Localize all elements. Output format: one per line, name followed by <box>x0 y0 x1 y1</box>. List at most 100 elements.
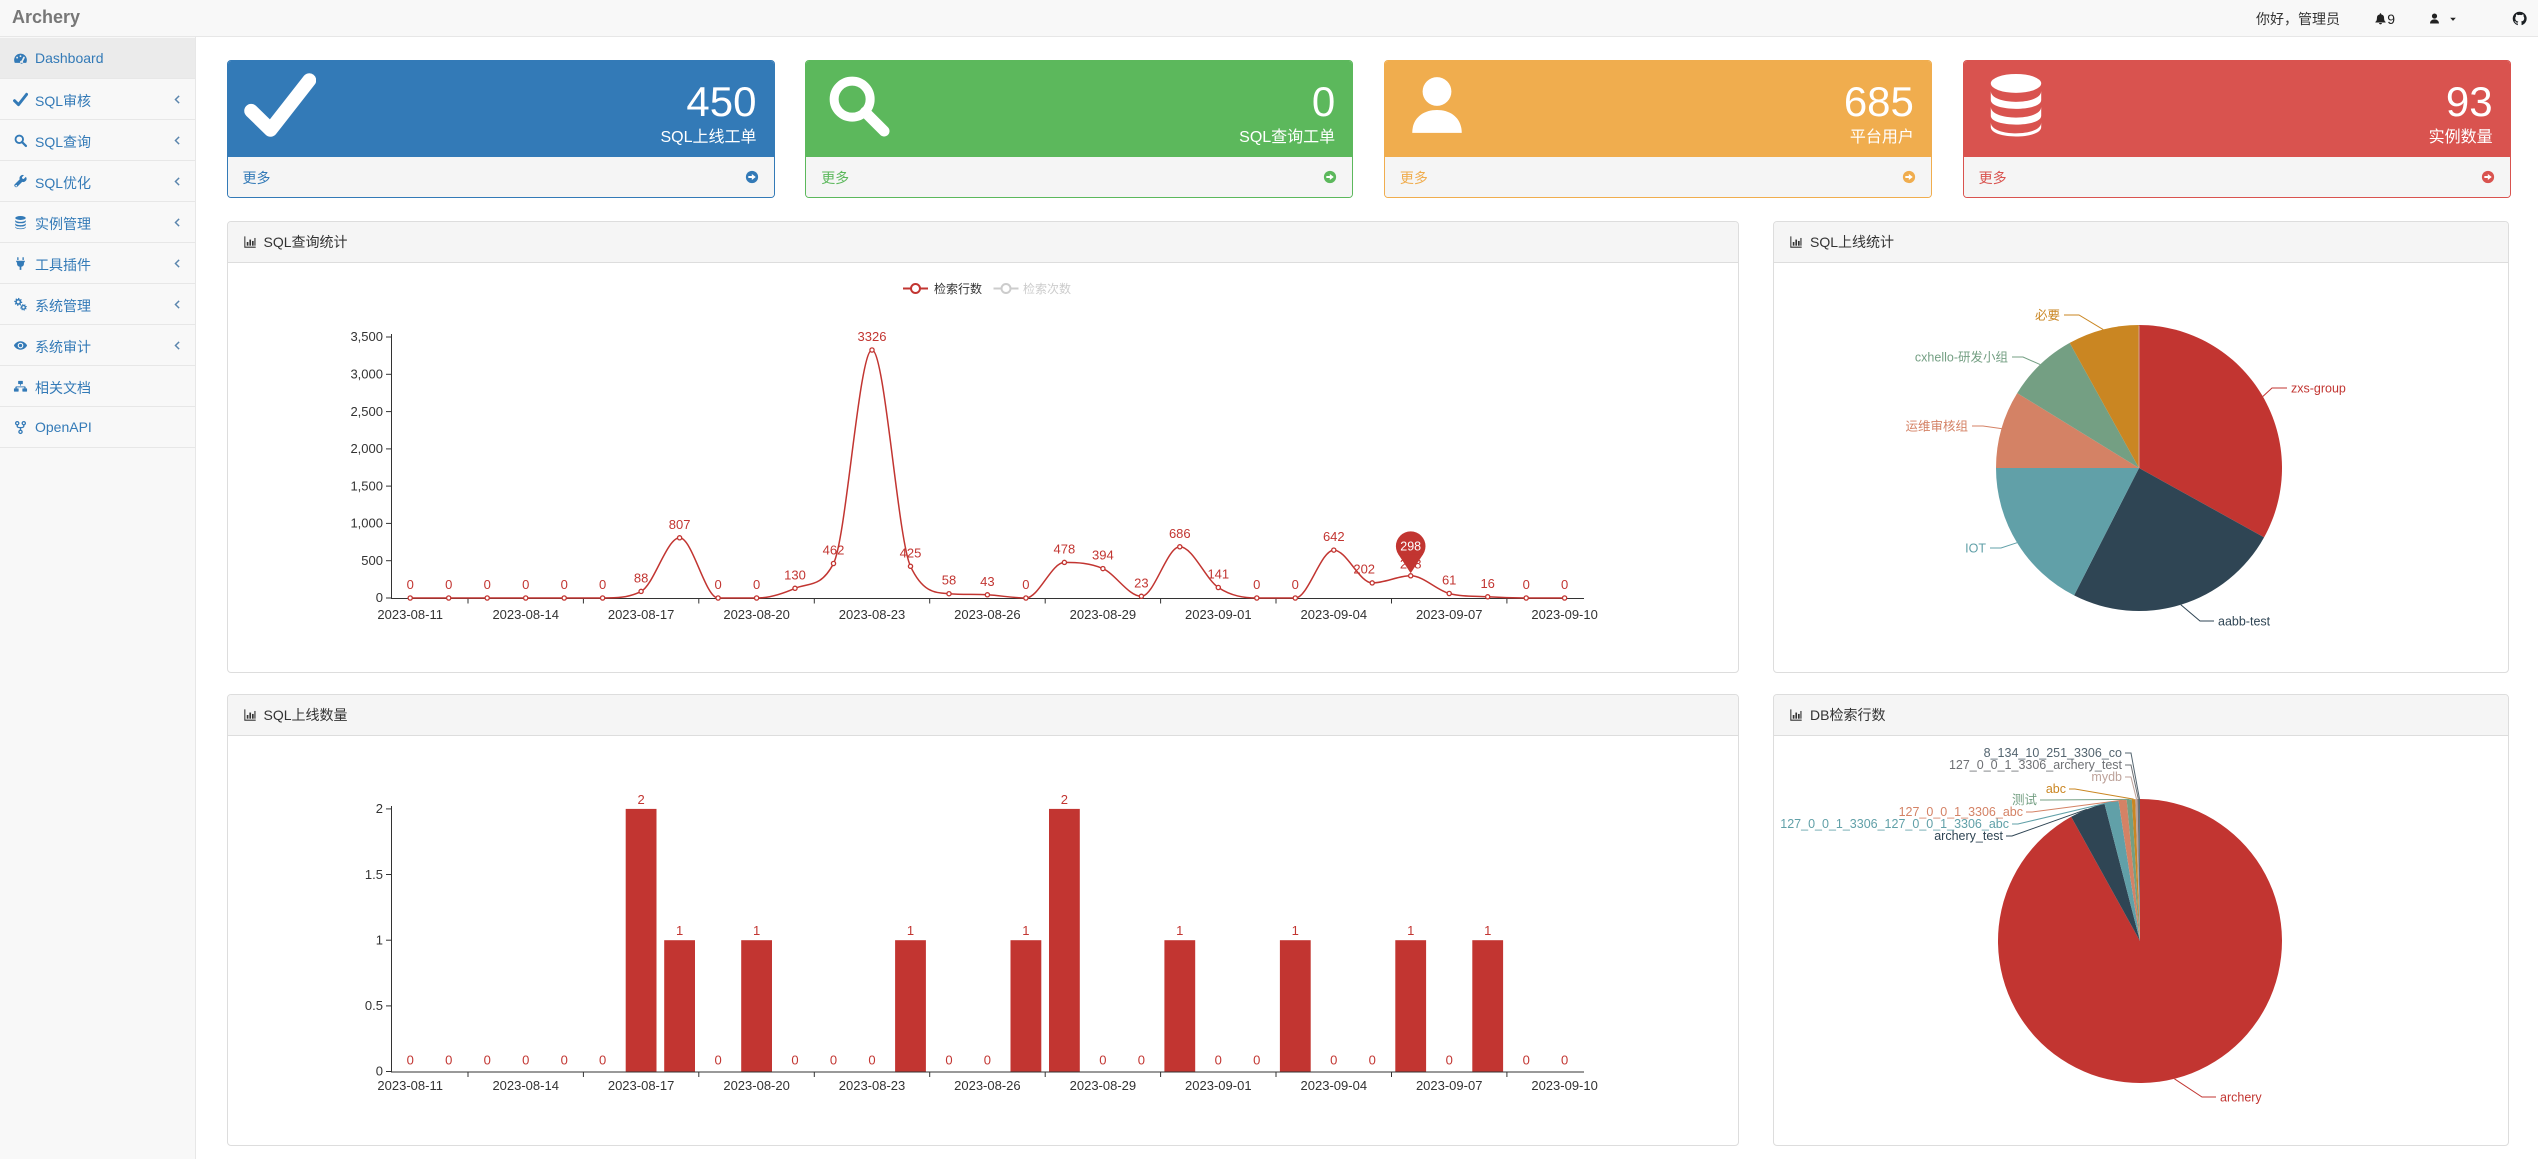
svg-text:0: 0 <box>1523 577 1530 592</box>
svg-text:8_134_10_251_3306_co: 8_134_10_251_3306_co <box>1984 746 2122 760</box>
svg-text:61: 61 <box>1442 573 1456 588</box>
svg-text:必要: 必要 <box>2035 309 2060 323</box>
svg-text:archery: archery <box>2220 1091 2262 1105</box>
svg-text:zxs-group: zxs-group <box>2291 382 2346 396</box>
svg-text:0: 0 <box>1099 1053 1106 1068</box>
svg-text:2023-08-17: 2023-08-17 <box>608 607 675 622</box>
svg-text:1.5: 1.5 <box>365 867 383 882</box>
svg-text:0: 0 <box>1292 577 1299 592</box>
svg-text:3,500: 3,500 <box>350 329 383 344</box>
svg-text:0: 0 <box>1561 1053 1568 1068</box>
svg-text:0: 0 <box>1138 1053 1145 1068</box>
svg-text:0: 0 <box>791 1053 798 1068</box>
svg-text:0: 0 <box>1330 1053 1337 1068</box>
svg-text:1: 1 <box>1292 923 1299 938</box>
svg-text:88: 88 <box>634 570 648 585</box>
svg-text:1: 1 <box>676 923 683 938</box>
svg-text:0: 0 <box>830 1053 837 1068</box>
svg-text:0: 0 <box>714 577 721 592</box>
svg-text:1: 1 <box>753 923 760 938</box>
svg-text:0: 0 <box>984 1053 991 1068</box>
svg-text:0: 0 <box>1446 1053 1453 1068</box>
svg-text:127_0_0_1_3306_abc: 127_0_0_1_3306_abc <box>1899 805 2023 819</box>
svg-text:2023-08-26: 2023-08-26 <box>954 1078 1021 1093</box>
svg-text:IOT: IOT <box>1965 542 1986 556</box>
svg-text:130: 130 <box>784 567 806 582</box>
svg-text:1: 1 <box>1484 923 1491 938</box>
svg-text:2023-08-11: 2023-08-11 <box>377 1078 443 1093</box>
svg-text:1: 1 <box>1022 923 1029 938</box>
svg-text:807: 807 <box>669 517 691 532</box>
svg-text:0: 0 <box>376 590 383 605</box>
svg-text:2023-09-04: 2023-09-04 <box>1301 1078 1368 1093</box>
svg-text:1,000: 1,000 <box>350 516 383 531</box>
svg-text:0: 0 <box>561 1053 568 1068</box>
svg-text:202: 202 <box>1353 561 1375 576</box>
svg-text:0: 0 <box>445 1053 452 1068</box>
svg-text:0: 0 <box>753 577 760 592</box>
svg-text:0: 0 <box>1523 1053 1530 1068</box>
svg-text:2023-09-07: 2023-09-07 <box>1416 607 1483 622</box>
svg-text:0: 0 <box>1022 577 1029 592</box>
svg-text:462: 462 <box>823 543 845 558</box>
svg-text:2023-08-23: 2023-08-23 <box>839 1078 906 1093</box>
svg-text:2023-08-29: 2023-08-29 <box>1070 1078 1137 1093</box>
svg-text:检索次数: 检索次数 <box>1023 281 1071 296</box>
svg-text:642: 642 <box>1323 529 1345 544</box>
svg-text:3326: 3326 <box>858 329 887 344</box>
svg-text:archery_test: archery_test <box>1934 829 2003 843</box>
svg-text:abc: abc <box>2046 782 2066 796</box>
svg-text:1: 1 <box>1176 923 1183 938</box>
svg-text:0: 0 <box>714 1053 721 1068</box>
svg-text:2023-08-29: 2023-08-29 <box>1070 607 1137 622</box>
svg-text:16: 16 <box>1480 576 1494 591</box>
svg-text:0: 0 <box>484 1053 491 1068</box>
svg-text:2023-08-17: 2023-08-17 <box>608 1078 675 1093</box>
svg-text:2023-08-20: 2023-08-20 <box>723 607 790 622</box>
svg-text:0: 0 <box>407 1053 414 1068</box>
svg-text:2: 2 <box>1061 792 1068 807</box>
svg-text:0: 0 <box>522 577 529 592</box>
svg-text:478: 478 <box>1054 541 1076 556</box>
svg-text:2023-08-20: 2023-08-20 <box>723 1078 790 1093</box>
svg-text:0: 0 <box>445 577 452 592</box>
svg-text:686: 686 <box>1169 526 1191 541</box>
svg-text:1,500: 1,500 <box>350 478 383 493</box>
svg-text:0: 0 <box>1253 1053 1260 1068</box>
svg-text:2023-08-11: 2023-08-11 <box>377 607 443 622</box>
svg-text:3,000: 3,000 <box>350 367 383 382</box>
svg-text:58: 58 <box>942 573 956 588</box>
svg-text:1: 1 <box>376 932 383 947</box>
svg-text:2,000: 2,000 <box>350 441 383 456</box>
svg-text:0: 0 <box>599 577 606 592</box>
svg-text:141: 141 <box>1207 567 1229 582</box>
svg-text:0.5: 0.5 <box>365 998 383 1013</box>
svg-text:425: 425 <box>900 545 922 560</box>
svg-text:测试: 测试 <box>2012 792 2038 807</box>
svg-text:1: 1 <box>1407 923 1414 938</box>
svg-text:127_0_0_1_3306_127_0_0_1_3306_: 127_0_0_1_3306_127_0_0_1_3306_abc <box>1780 817 2009 831</box>
svg-text:2023-09-04: 2023-09-04 <box>1301 607 1368 622</box>
svg-text:43: 43 <box>980 574 994 589</box>
svg-text:2023-08-26: 2023-08-26 <box>954 607 1021 622</box>
svg-text:0: 0 <box>407 577 414 592</box>
svg-text:0: 0 <box>1215 1053 1222 1068</box>
svg-text:394: 394 <box>1092 548 1114 563</box>
svg-text:0: 0 <box>945 1053 952 1068</box>
svg-text:aabb-test: aabb-test <box>2218 615 2271 629</box>
svg-text:500: 500 <box>361 553 383 568</box>
svg-text:2023-08-14: 2023-08-14 <box>492 1078 559 1093</box>
svg-text:0: 0 <box>561 577 568 592</box>
svg-text:cxhello-研发小组: cxhello-研发小组 <box>1915 350 2008 365</box>
svg-text:23: 23 <box>1134 575 1148 590</box>
svg-text:mydb: mydb <box>2091 770 2122 784</box>
svg-text:2023-08-23: 2023-08-23 <box>839 607 906 622</box>
svg-text:0: 0 <box>868 1053 875 1068</box>
svg-text:0: 0 <box>1561 577 1568 592</box>
svg-text:0: 0 <box>1253 577 1260 592</box>
svg-text:2,500: 2,500 <box>350 404 383 419</box>
svg-text:0: 0 <box>376 1064 383 1079</box>
svg-text:1: 1 <box>907 923 914 938</box>
svg-text:检索行数: 检索行数 <box>934 281 982 296</box>
svg-text:0: 0 <box>522 1053 529 1068</box>
